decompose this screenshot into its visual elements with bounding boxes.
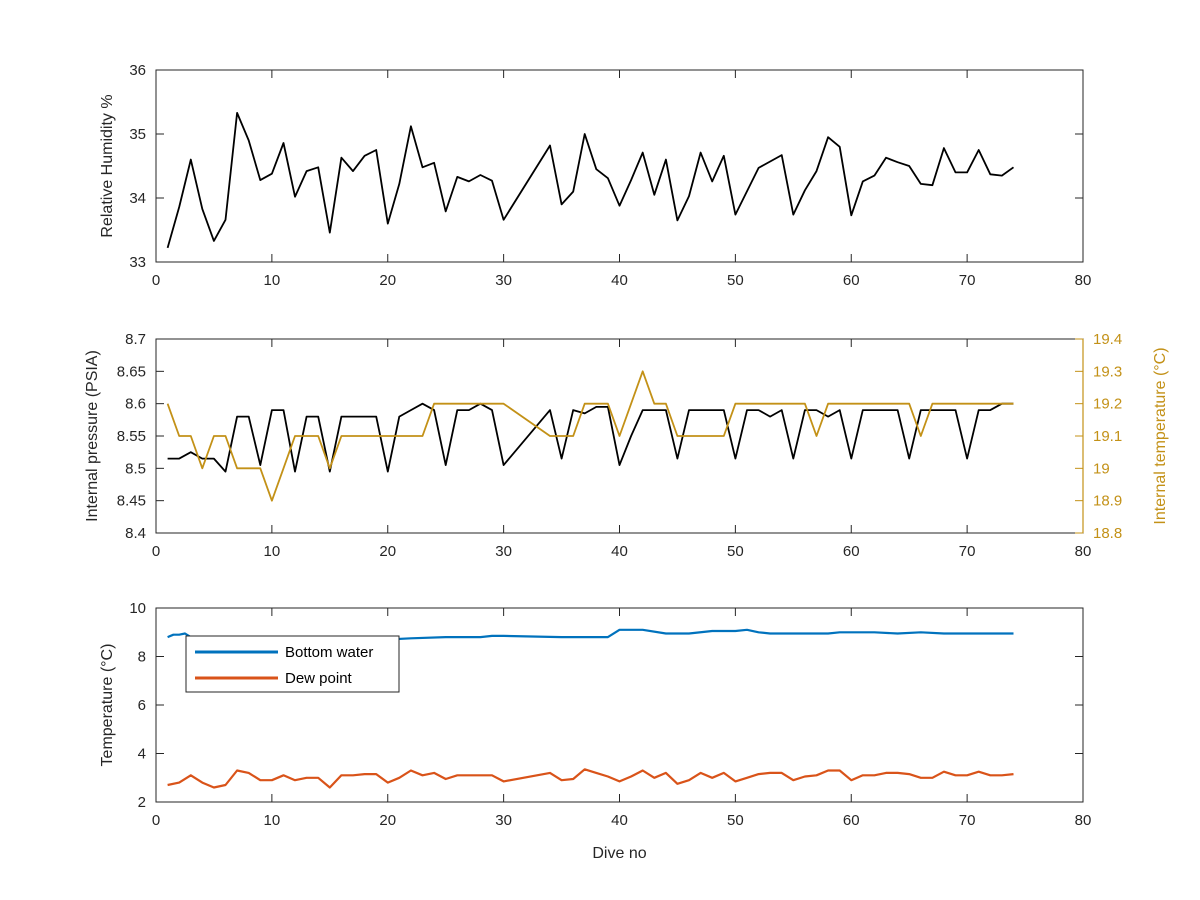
y2-tick-label: 19 [1093,460,1110,477]
y-tick-label: 35 [129,126,146,143]
series-line-dew-point [167,768,1014,789]
x-tick-label: 50 [727,543,744,560]
x-tick-label: 0 [152,812,160,829]
x-tick-label: 40 [611,272,628,289]
series-line-0-0 [166,112,1015,249]
x-tick-label: 20 [379,272,396,289]
y-axis-label: Temperature (°C) [99,644,116,767]
y-axis-label: Internal pressure (PSIA) [84,350,101,522]
x-tick-label: 0 [152,543,160,560]
legend-label: Dew point [285,670,353,687]
x-tick-label: 80 [1075,812,1092,829]
y-tick-label: 8.45 [117,493,146,510]
y2-tick-label: 19.2 [1093,396,1122,413]
water-temperature-panel: 0 10 20 30 40 50 60 70 80 2 4 6 8 10 Temperature (°C) D… [99,600,1091,862]
x-axis-label: Dive no [592,845,646,862]
y-tick-label: 10 [129,600,146,617]
x-tick-label: 0 [152,272,160,289]
x-tick-label: 40 [611,543,628,560]
x-tick-label: 30 [495,543,512,560]
y-tick-label: 8.65 [117,363,146,380]
y2-tick-label: 19.1 [1093,428,1122,445]
x-tick-label: 10 [264,272,281,289]
x-tick-label: 40 [611,812,628,829]
x-tick-label: 10 [264,812,281,829]
x-tick-label: 70 [959,272,976,289]
y-tick-label: 33 [129,254,146,271]
pressure-temperature-panel: 0 10 20 30 40 50 60 70 80 8.4 8.45 8.5 8.55 8.6 8.65 8.… [84,331,1169,560]
legend-box [185,635,400,693]
y-tick-label: 8.5 [125,460,146,477]
x-tick-label: 80 [1075,543,1092,560]
y-tick-label: 8.7 [125,331,146,348]
x-tick-label: 10 [264,543,281,560]
x-tick-label: 60 [843,272,860,289]
y-tick-label: 8.6 [125,396,146,413]
y-tick-label: 8 [138,649,146,666]
series-line-1-1 [166,370,1014,502]
y-tick-label: 6 [138,697,146,714]
series-line-1-0 [167,402,1014,473]
y-tick-label: 4 [138,746,146,763]
y-tick-label: 2 [138,794,146,811]
y2-tick-label: 18.9 [1093,493,1122,510]
humidity-panel: 0 10 20 30 40 50 60 70 80 33 34 35 36 Relative Humidi… [99,62,1091,289]
y2-axis-label: Internal temperature (°C) [1152,347,1169,524]
y-tick-label: 8.55 [117,428,146,445]
x-tick-label: 30 [495,272,512,289]
x-tick-label: 20 [379,543,396,560]
y-axis-label: Relative Humidity % [99,94,116,237]
y2-tick-label: 18.8 [1093,525,1122,542]
legend: Bottom water Dew point [185,635,400,693]
y-tick-label: 8.4 [125,525,146,542]
x-tick-label: 50 [727,272,744,289]
x-tick-label: 60 [843,543,860,560]
x-tick-label: 50 [727,812,744,829]
x-tick-label: 20 [379,812,396,829]
x-tick-label: 70 [959,543,976,560]
legend-label: Bottom water [285,644,373,661]
plot-frame [155,69,1084,263]
x-tick-label: 60 [843,812,860,829]
y2-tick-label: 19.4 [1093,331,1122,348]
x-tick-label: 80 [1075,272,1092,289]
x-tick-label: 70 [959,812,976,829]
y-tick-label: 34 [129,190,146,207]
y2-tick-label: 19.3 [1093,363,1122,380]
y-tick-label: 36 [129,62,146,79]
x-tick-label: 30 [495,812,512,829]
